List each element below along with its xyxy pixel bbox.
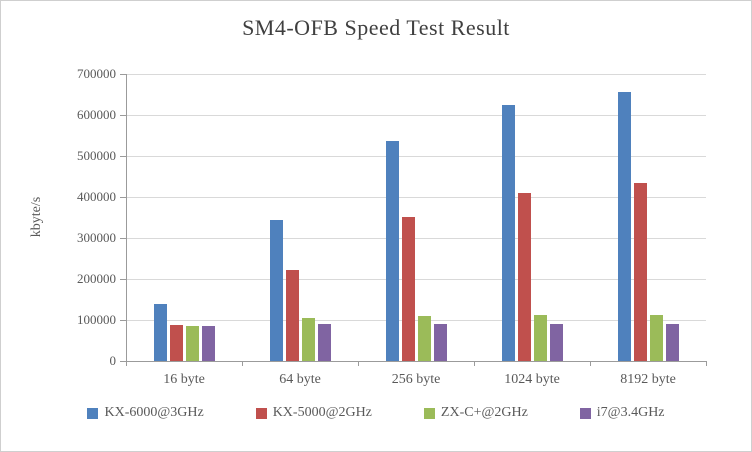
- legend-swatch: [87, 407, 99, 419]
- gridline: [126, 156, 706, 157]
- y-axis-tick-label: 100000: [77, 312, 116, 327]
- legend-swatch: [579, 407, 591, 419]
- legend-item: KX-6000@3GHz: [87, 405, 204, 421]
- x-axis-tick: [474, 361, 475, 366]
- chart-title: SM4-OFB Speed Test Result: [242, 15, 510, 40]
- bar-i7-3-4ghz: [433, 324, 447, 361]
- x-axis-tick: [358, 361, 359, 366]
- y-axis-tick: [120, 156, 126, 157]
- gridline: [126, 197, 706, 198]
- gridline: [126, 320, 706, 321]
- bar-kx-6000-3ghz: [269, 219, 283, 361]
- x-axis-tick: [590, 361, 591, 366]
- gridline: [126, 74, 706, 75]
- y-axis-tick-label: 0: [109, 353, 117, 368]
- gridline: [126, 279, 706, 280]
- bar-kx-5000-2ghz: [517, 192, 531, 361]
- x-axis-tick: [126, 361, 127, 366]
- bar-i7-3-4ghz: [549, 324, 563, 361]
- legend-label: i7@3.4GHz: [596, 405, 665, 420]
- bar-i7-3-4ghz: [665, 324, 679, 361]
- legend-item: KX-5000@2GHz: [255, 405, 372, 421]
- y-axis-tick: [120, 320, 126, 321]
- y-axis-title: kbyte/s: [29, 196, 44, 238]
- x-axis-tick: [706, 361, 707, 366]
- legend-item: ZX-C+@2GHz: [423, 405, 528, 421]
- x-axis-category-label: 256 byte: [391, 372, 441, 387]
- y-axis-tick: [120, 197, 126, 198]
- bar-i7-3-4ghz: [201, 326, 215, 361]
- x-axis-category-label: 8192 byte: [620, 372, 676, 387]
- bar-kx-5000-2ghz: [401, 216, 415, 361]
- x-axis-category-label: 1024 byte: [504, 372, 560, 387]
- bar-zx-c-2ghz: [417, 315, 431, 361]
- y-axis-tick: [120, 238, 126, 239]
- bar-kx-5000-2ghz: [633, 182, 647, 361]
- bar-kx-6000-3ghz: [153, 303, 167, 361]
- y-axis-tick-label: 300000: [77, 230, 116, 245]
- legend: KX-6000@3GHz KX-5000@2GHz ZX-C+@2GHz i7@3.4…: [1, 405, 751, 421]
- x-axis-category-label: 16 byte: [163, 372, 205, 387]
- x-axis-tick: [242, 361, 243, 366]
- x-axis-line: [126, 361, 706, 362]
- y-axis-tick: [120, 74, 126, 75]
- y-axis-tick-label: 500000: [77, 148, 116, 163]
- bar-zx-c-2ghz: [533, 315, 547, 361]
- y-axis-tick-label: 400000: [77, 189, 116, 204]
- bar-kx-6000-3ghz: [617, 92, 631, 361]
- bar-kx-6000-3ghz: [501, 104, 515, 361]
- bar-zx-c-2ghz: [301, 317, 315, 361]
- y-axis-line: [126, 74, 127, 361]
- bar-kx-5000-2ghz: [169, 324, 183, 361]
- bar-i7-3-4ghz: [317, 324, 331, 361]
- y-axis-tick: [120, 279, 126, 280]
- bar-kx-6000-3ghz: [385, 140, 399, 361]
- bar-zx-c-2ghz: [185, 326, 199, 361]
- bar-zx-c-2ghz: [649, 315, 663, 361]
- legend-label: KX-6000@3GHz: [104, 405, 204, 420]
- y-axis-tick: [120, 361, 126, 362]
- x-axis-category-label: 64 byte: [279, 372, 321, 387]
- y-axis-tick-label: 600000: [77, 107, 116, 122]
- legend-swatch: [423, 407, 435, 419]
- y-axis-tick-label: 200000: [77, 271, 116, 286]
- gridline: [126, 115, 706, 116]
- y-axis-tick-label: 700000: [77, 66, 116, 81]
- legend-label: ZX-C+@2GHz: [440, 405, 528, 420]
- legend-item: i7@3.4GHz: [579, 405, 665, 421]
- gridline: [126, 238, 706, 239]
- legend-label: KX-5000@2GHz: [272, 405, 372, 420]
- legend-swatch: [255, 407, 267, 419]
- bar-kx-5000-2ghz: [285, 269, 299, 361]
- y-axis-tick: [120, 115, 126, 116]
